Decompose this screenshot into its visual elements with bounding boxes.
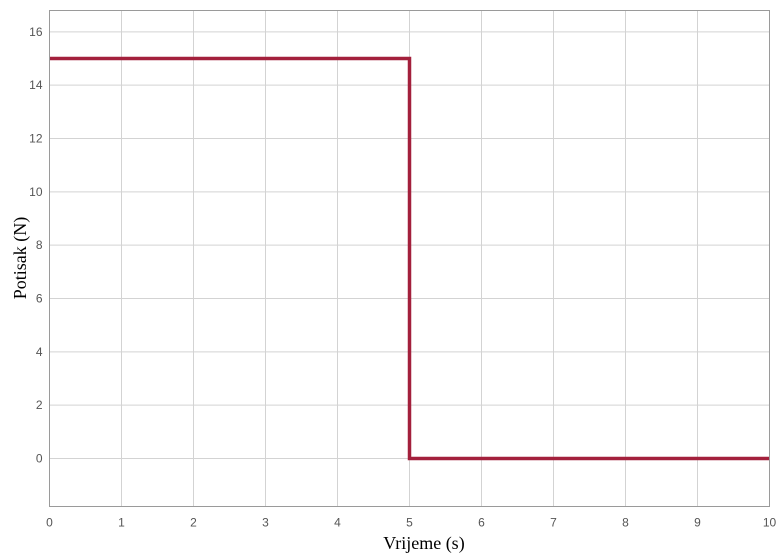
x-tick-label: 6: [478, 516, 485, 530]
y-tick-label: 4: [36, 345, 43, 359]
x-tick-label: 8: [622, 516, 629, 530]
y-tick-label: 0: [36, 452, 43, 466]
y-tick-label: 2: [36, 398, 43, 412]
x-tick-label: 0: [46, 516, 53, 530]
x-tick-label: 7: [550, 516, 557, 530]
x-tick-label: 10: [763, 516, 777, 530]
x-tick-label: 9: [694, 516, 701, 530]
plot-frame: [49, 10, 770, 507]
y-tick-labels: 0 2 4 6 8 10 12 14 16: [29, 25, 43, 466]
x-tick-label: 3: [262, 516, 269, 530]
y-tick-label: 12: [29, 132, 43, 146]
x-tick-label: 5: [406, 516, 413, 530]
y-tick-label: 16: [29, 25, 43, 39]
x-tick-label: 1: [118, 516, 125, 530]
y-tick-label: 8: [36, 238, 43, 252]
x-axis-label: Vrijeme (s): [383, 533, 464, 554]
y-tick-label: 14: [29, 78, 43, 92]
y-axis-label: Potisak (N): [10, 217, 31, 300]
x-tick-labels: 0 1 2 3 4 5 6 7 8 9 10: [46, 516, 776, 530]
y-tick-label: 6: [36, 292, 43, 306]
x-tick-label: 2: [190, 516, 197, 530]
y-tick-label: 10: [29, 185, 43, 199]
x-tick-label: 4: [334, 516, 341, 530]
series-group: [49, 56, 770, 461]
thrust-series-line: [49, 56, 770, 461]
